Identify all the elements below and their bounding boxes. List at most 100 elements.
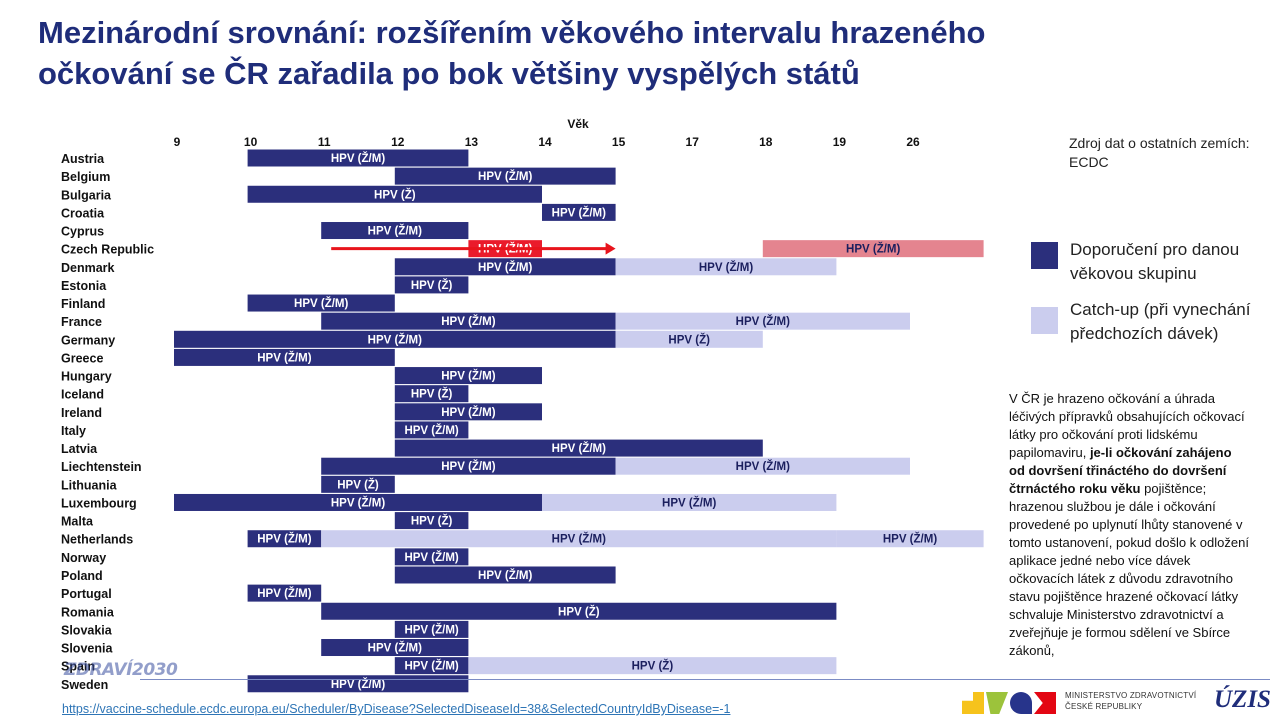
bar-belgium-0 [394,167,616,185]
bar-spain-1 [468,657,837,675]
bar-label-liechtenstein-1: HPV (Ž/M) [736,460,790,473]
slide-title: Mezinárodní srovnání: rozšířením věkovéh… [38,12,1238,94]
x-axis-label: Věk [567,117,589,131]
bar-italy-0 [394,421,469,439]
partner-logo-3-icon [1010,692,1032,714]
bar-cyprus-0 [321,222,469,240]
bar-germany-1 [615,330,763,348]
country-label-belgium: Belgium [61,170,110,184]
row-greece: HPV (Ž/M) Greece [61,348,395,366]
bar-label-poland-0: HPV (Ž/M) [478,569,532,582]
bar-label-germany-0: HPV (Ž/M) [368,333,422,346]
bar-portugal-0 [247,584,322,602]
country-label-lithuania: Lithuania [61,478,118,492]
country-label-austria: Austria [61,152,105,166]
bar-label-lithuania-0: HPV (Ž) [337,478,379,491]
partner-logo-4-icon [1034,692,1056,714]
country-label-italy: Italy [61,424,86,438]
country-label-denmark: Denmark [61,261,115,275]
row-iceland: HPV (Ž) Iceland [61,385,469,403]
country-label-germany: Germany [61,333,115,347]
row-italy: HPV (Ž/M) Italy [61,421,469,439]
country-label-ireland: Ireland [61,406,102,420]
bar-liechtenstein-0 [321,457,616,475]
row-norway: HPV (Ž/M) Norway [61,548,469,566]
country-label-cyprus: Cyprus [61,225,104,239]
footer-divider [140,679,1270,680]
country-label-portugal: Portugal [61,587,112,601]
bar-label-sweden-0: HPV (Ž/M) [331,678,385,691]
bar-label-norway-0: HPV (Ž/M) [404,551,458,564]
bar-austria-0 [247,149,469,167]
slide-title-line-2: očkování se ČR zařadila po bok většiny v… [38,56,860,91]
country-label-france: France [61,315,102,329]
zdravi2030-logo: ZDRAVÍ2030 [64,660,178,680]
bar-label-portugal-0: HPV (Ž/M) [257,587,311,600]
country-rows: HPV (Ž/M) Austria HPV (Ž/M) Belgium HPV (Ž) B… [61,149,984,693]
bar-label-slovakia-0: HPV (Ž/M) [404,623,458,636]
bar-poland-0 [394,566,616,584]
partner-logos [962,690,1058,716]
partner-logo-2-icon [986,692,1008,714]
row-denmark: HPV (Ž/M) HPV (Ž/M) Denmark [61,258,837,276]
country-label-poland: Poland [61,569,103,583]
czech-extension-arrow-head [605,242,616,255]
row-czech-republic: HPV (Ž/M)HPV (Ž/M)Czech Republic [61,240,984,258]
row-liechtenstein: HPV (Ž/M) HPV (Ž/M) Liechtenstein [61,457,910,475]
bar-label-denmark-0: HPV (Ž/M) [478,261,532,274]
bar-label-luxembourg-1: HPV (Ž/M) [662,496,716,509]
policy-description: V ČR je hrazeno očkování a úhrada léčivý… [1009,390,1249,660]
bar-label-bulgaria-0: HPV (Ž) [374,188,416,201]
row-spain: HPV (Ž/M) HPV (Ž) Spain [61,657,837,675]
row-lithuania: HPV (Ž) Lithuania [61,475,395,493]
country-label-slovakia: Slovakia [61,623,113,637]
bar-liechtenstein-1 [615,457,910,475]
bar-denmark-1 [615,258,837,276]
bar-label-greece-0: HPV (Ž/M) [257,351,311,364]
bar-romania-0 [321,602,837,620]
legend-recommended-swatch [1031,242,1058,269]
bar-netherlands-1 [321,530,837,548]
row-germany: HPV (Ž/M) HPV (Ž) Germany [61,330,763,348]
row-bulgaria: HPV (Ž) Bulgaria [61,185,542,203]
bar-slovenia-0 [321,639,469,657]
age-tick-labels: 9 10 11 12 13 14 15 17 18 19 26 [174,135,920,149]
country-label-estonia: Estonia [61,279,107,293]
country-label-norway: Norway [61,551,106,565]
bar-netherlands-0 [247,530,322,548]
bar-label-romania-0: HPV (Ž) [558,605,600,618]
country-label-finland: Finland [61,297,105,311]
slide-title-line-1: Mezinárodní srovnání: rozšířením věkovéh… [38,15,986,50]
country-label-slovenia: Slovenia [61,642,113,656]
partner-logo-1-icon [962,692,984,714]
country-label-romania: Romania [61,605,115,619]
bar-label-slovenia-0: HPV (Ž/M) [368,642,422,655]
bar-label-netherlands-1: HPV (Ž/M) [552,533,606,546]
bar-iceland-0 [394,385,469,403]
bar-france-0 [321,312,616,330]
bar-label-austria-0: HPV (Ž/M) [331,152,385,165]
row-finland: HPV (Ž/M) Finland [61,294,395,312]
source-note: Zdroj dat o ostatních zemích: ECDC [1069,135,1250,170]
country-label-bulgaria: Bulgaria [61,188,112,202]
tick-label-9: 9 [174,135,181,149]
bar-label-estonia-0: HPV (Ž) [411,279,453,292]
country-label-sweden: Sweden [61,678,108,692]
legend-recommended-label: Doporučení pro danou věkovou skupinu [1070,240,1240,283]
row-austria: HPV (Ž/M) Austria [61,149,469,167]
bar-finland-0 [247,294,395,312]
row-malta: HPV (Ž) Malta [61,512,469,530]
bar-czech-republic-1 [762,240,984,258]
bar-label-spain-1: HPV (Ž) [632,660,674,673]
bar-label-czech-republic-1: HPV (Ž/M) [846,243,900,256]
row-cyprus: HPV (Ž/M) Cyprus [61,222,469,240]
source-link[interactable]: https://vaccine-schedule.ecdc.europa.eu/… [62,702,731,716]
country-label-luxembourg: Luxembourg [61,496,137,510]
country-label-czech-republic: Czech Republic [61,243,154,257]
tick-label-19: 19 [833,135,847,149]
policy-description-part1: V ČR je hrazeno očkování a úhrada léčivý… [1009,391,1245,460]
bar-label-netherlands-2: HPV (Ž/M) [883,533,937,546]
row-ireland: HPV (Ž/M) Ireland [61,403,542,421]
bar-label-croatia-0: HPV (Ž/M) [552,206,606,219]
row-estonia: HPV (Ž) Estonia [61,276,469,294]
